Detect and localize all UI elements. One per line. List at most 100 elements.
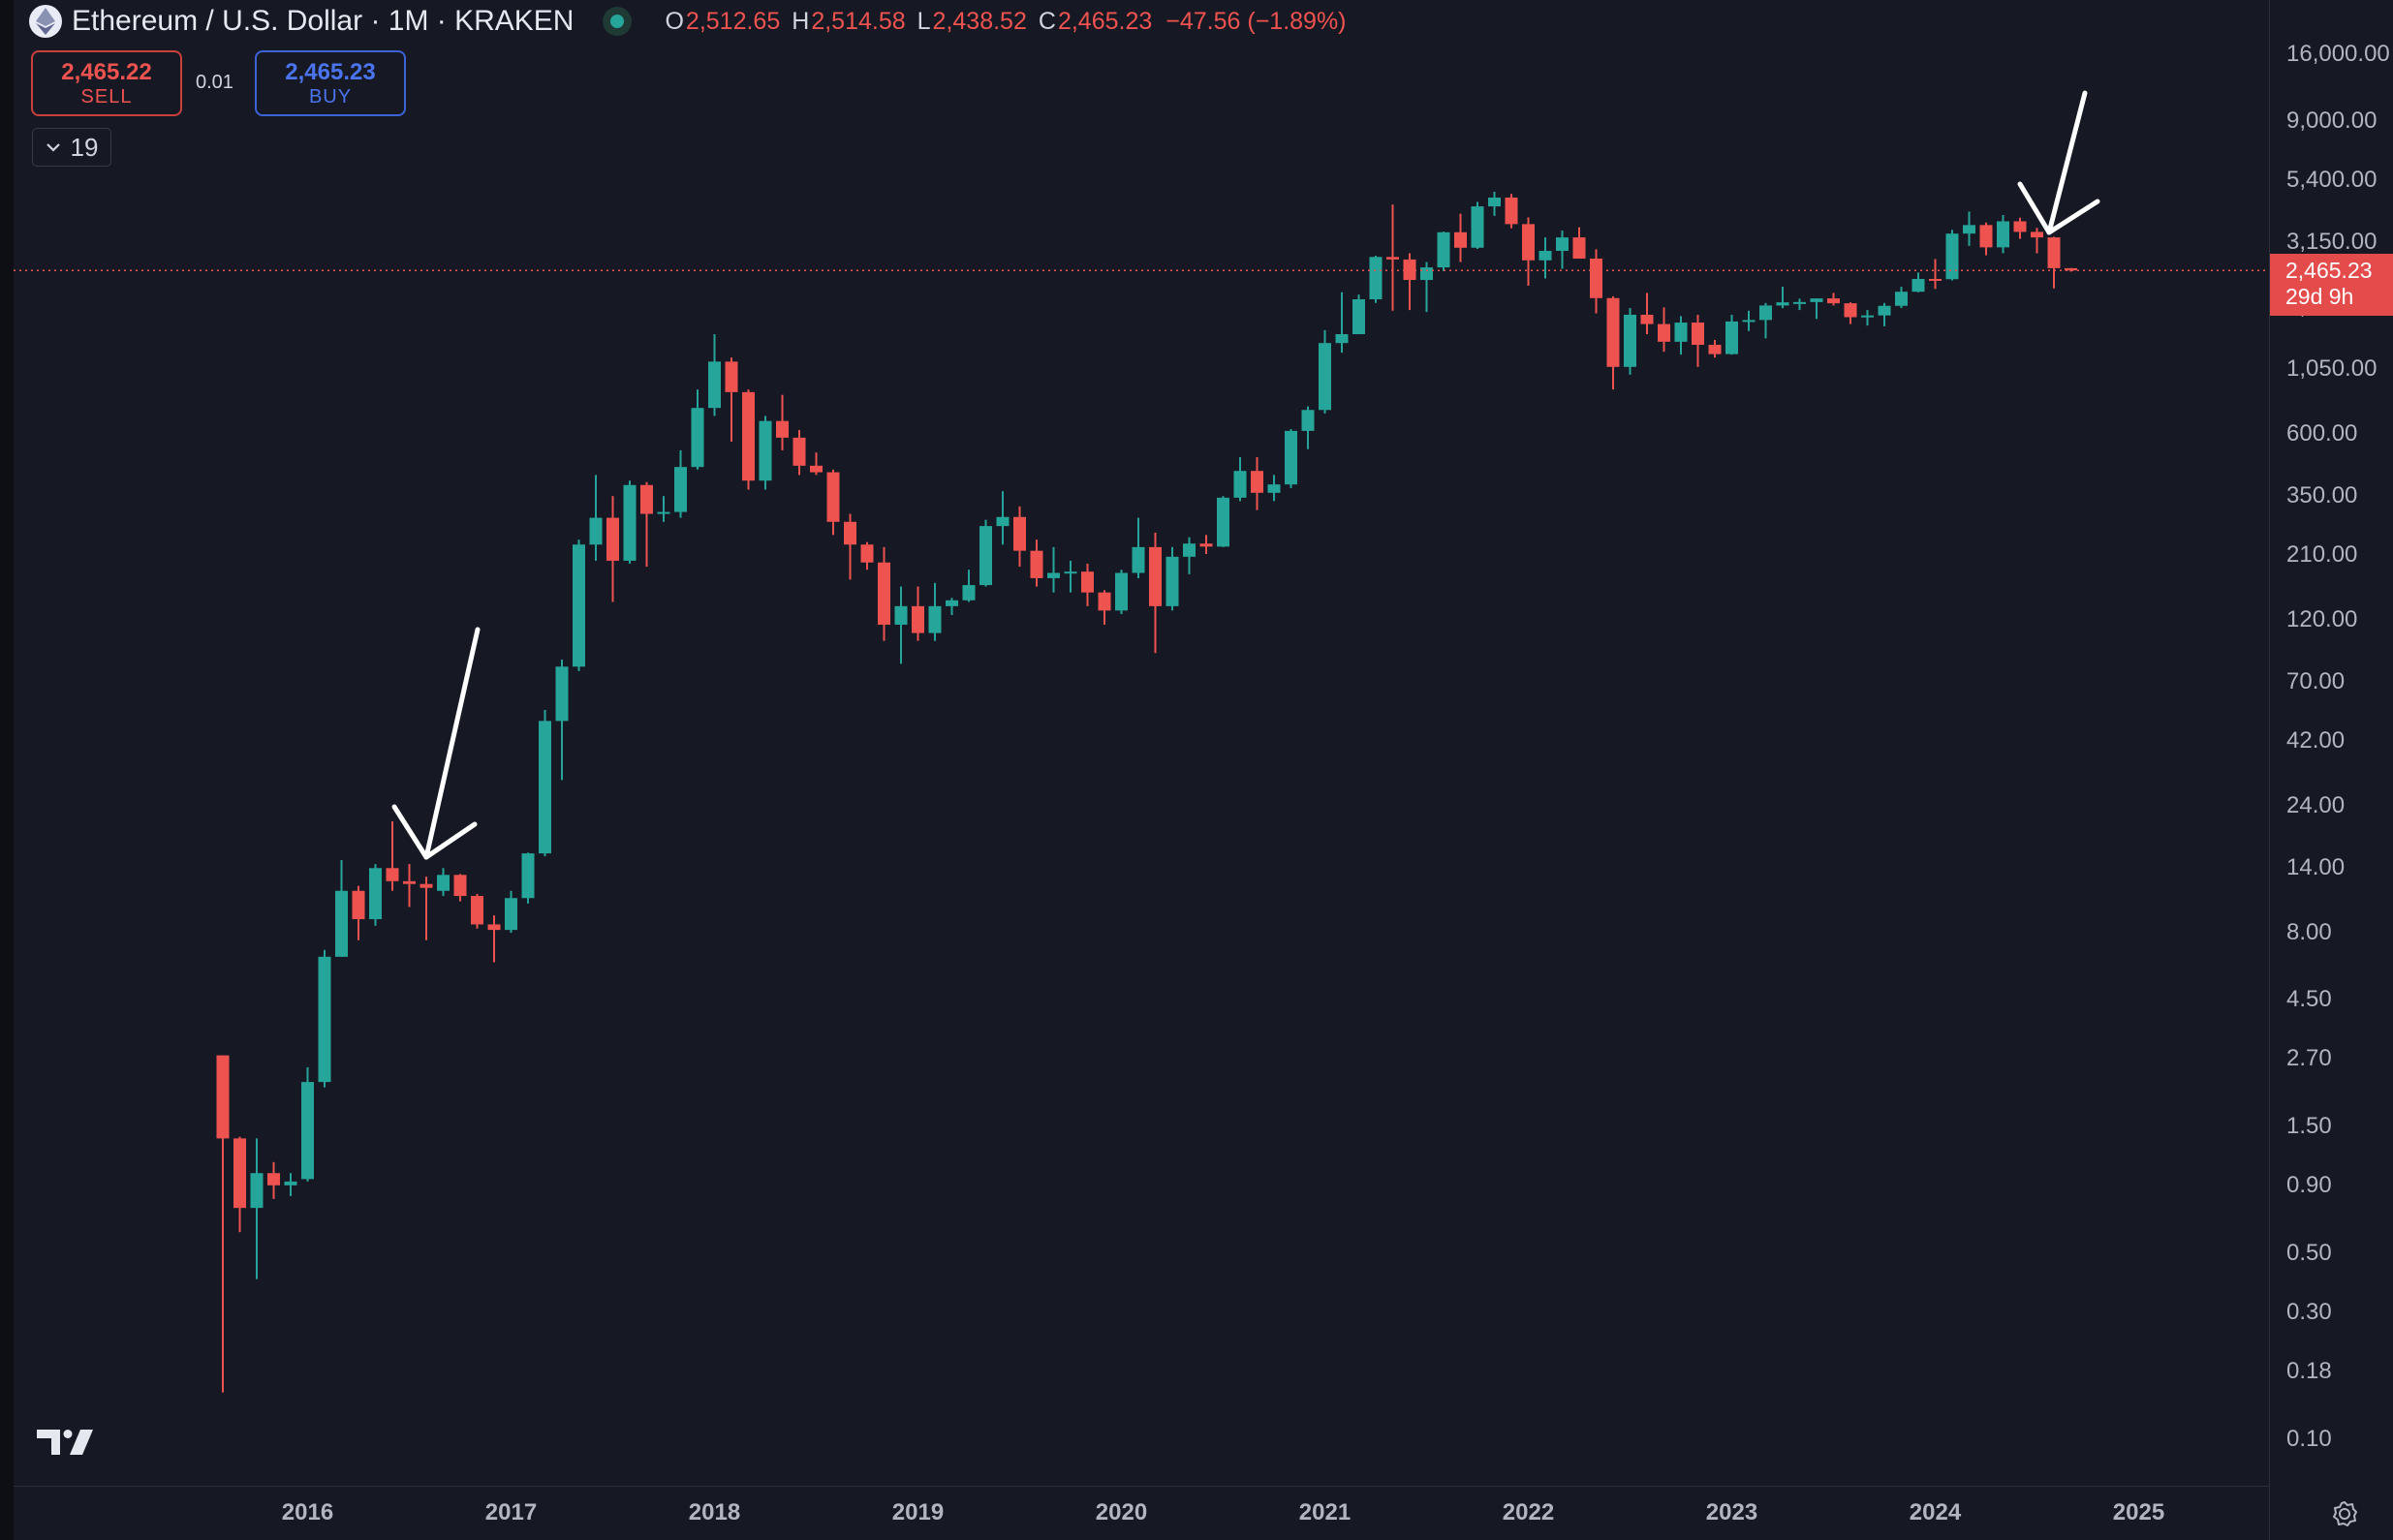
market-status-icon[interactable]: [603, 7, 633, 36]
candle[interactable]: [1233, 456, 1247, 502]
candle[interactable]: [1708, 340, 1722, 358]
candle[interactable]: [1251, 456, 1263, 510]
candle[interactable]: [453, 874, 467, 902]
candle[interactable]: [1590, 249, 1602, 314]
candle[interactable]: [640, 481, 653, 568]
candle[interactable]: [1522, 217, 1535, 286]
candle[interactable]: [1979, 222, 1993, 256]
candle[interactable]: [1403, 253, 1416, 311]
annotation-arrow[interactable]: [2017, 90, 2100, 235]
candle[interactable]: [505, 890, 517, 934]
candle[interactable]: [657, 496, 670, 522]
candle[interactable]: [1319, 329, 1331, 414]
candle[interactable]: [573, 539, 585, 671]
candle[interactable]: [1997, 215, 2009, 254]
candle[interactable]: [1776, 287, 1789, 309]
candle[interactable]: [759, 416, 772, 490]
candle[interactable]: [1844, 302, 1857, 324]
candle[interactable]: [691, 389, 704, 470]
candle[interactable]: [792, 429, 806, 476]
candle[interactable]: [1437, 231, 1450, 271]
candle[interactable]: [250, 1138, 264, 1279]
candle[interactable]: [1165, 546, 1179, 611]
candle[interactable]: [1047, 546, 1060, 593]
candle[interactable]: [810, 452, 823, 476]
candle[interactable]: [996, 491, 1010, 545]
candle[interactable]: [1827, 293, 1840, 306]
candle[interactable]: [589, 475, 603, 561]
candle[interactable]: [1556, 231, 1569, 269]
candle[interactable]: [1624, 308, 1636, 375]
candle[interactable]: [826, 469, 840, 536]
candle[interactable]: [301, 1066, 314, 1182]
candle[interactable]: [2031, 228, 2043, 254]
candle[interactable]: [1725, 314, 1738, 355]
buy-button[interactable]: 2,465.23 BUY: [255, 50, 406, 116]
candle[interactable]: [606, 496, 619, 602]
candle[interactable]: [1267, 475, 1281, 502]
candle[interactable]: [844, 513, 856, 580]
candle[interactable]: [1420, 262, 1433, 313]
candle[interactable]: [233, 1136, 246, 1233]
candle[interactable]: [1810, 298, 1823, 320]
candle[interactable]: [521, 852, 535, 904]
candle[interactable]: [1861, 310, 1874, 326]
candle[interactable]: [1929, 259, 1942, 290]
candle[interactable]: [1895, 287, 1908, 309]
candle[interactable]: [742, 389, 755, 490]
candle[interactable]: [878, 546, 890, 641]
candle[interactable]: [1352, 294, 1365, 335]
candle[interactable]: [1301, 406, 1315, 449]
candle[interactable]: [1217, 496, 1229, 547]
candle[interactable]: [1369, 255, 1383, 303]
candle[interactable]: [1098, 590, 1111, 625]
candle[interactable]: [352, 885, 365, 940]
candle[interactable]: [1538, 237, 1552, 279]
candle[interactable]: [1488, 191, 1501, 216]
candle[interactable]: [1013, 506, 1026, 568]
indicators-toggle-button[interactable]: 19: [32, 128, 111, 167]
candle[interactable]: [1471, 201, 1484, 249]
sell-button[interactable]: 2,465.22 SELL: [31, 50, 182, 116]
candle[interactable]: [403, 864, 416, 908]
candle[interactable]: [776, 394, 789, 450]
candle[interactable]: [1742, 310, 1756, 331]
annotation-arrow[interactable]: [391, 627, 481, 860]
candle[interactable]: [962, 570, 976, 602]
candle[interactable]: [471, 893, 483, 929]
candle[interactable]: [1132, 517, 1145, 578]
candle[interactable]: [1030, 539, 1043, 587]
candle[interactable]: [1963, 211, 1975, 246]
candle[interactable]: [1793, 298, 1806, 311]
candle[interactable]: [928, 582, 942, 641]
candle[interactable]: [979, 519, 992, 587]
candle[interactable]: [1454, 213, 1467, 262]
candle[interactable]: [216, 1055, 230, 1393]
candle[interactable]: [555, 660, 569, 781]
candle[interactable]: [708, 334, 721, 416]
candle[interactable]: [1149, 532, 1162, 654]
candle[interactable]: [1911, 272, 1925, 293]
candle[interactable]: [912, 586, 924, 641]
candle[interactable]: [1606, 295, 1620, 390]
candle[interactable]: [284, 1173, 297, 1196]
candle[interactable]: [1386, 204, 1399, 311]
candle[interactable]: [2013, 217, 2027, 239]
candle[interactable]: [1759, 302, 1772, 339]
candle[interactable]: [386, 820, 399, 891]
candle[interactable]: [860, 541, 874, 570]
candle[interactable]: [420, 877, 433, 940]
candle[interactable]: [1183, 537, 1196, 574]
candle[interactable]: [1658, 307, 1670, 353]
symbol-title[interactable]: Ethereum / U.S. Dollar · 1M · KRAKEN: [72, 5, 575, 37]
candle[interactable]: [1081, 563, 1094, 606]
settings-gear-icon[interactable]: [2330, 1499, 2359, 1533]
candle[interactable]: [1505, 194, 1518, 229]
candle[interactable]: [1692, 314, 1704, 367]
candle[interactable]: [335, 860, 348, 957]
candle[interactable]: [1572, 227, 1586, 260]
candle[interactable]: [1674, 316, 1688, 355]
candle[interactable]: [1335, 292, 1349, 354]
